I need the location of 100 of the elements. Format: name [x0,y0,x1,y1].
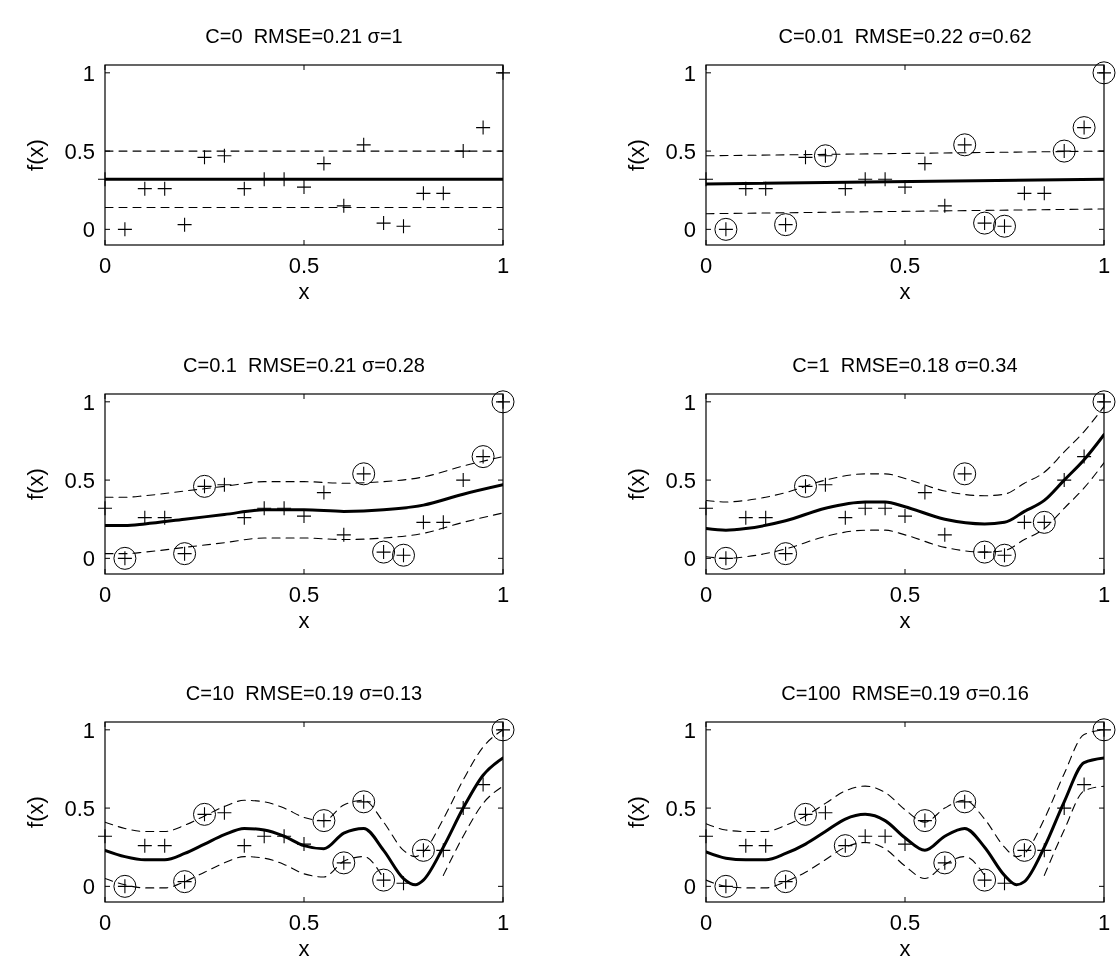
x-tick-label: 1 [496,582,510,607]
chart-title: C=0.01 RMSE=0.22 σ=0.62 [778,25,1032,47]
point [877,828,893,844]
point [917,156,933,172]
point [216,805,232,821]
chart-title: C=0 RMSE=0.21 σ=1 [205,25,403,47]
point [276,828,292,844]
x-axis-title: x [298,279,310,304]
x-tick-label: 1 [1097,910,1111,935]
x-tick-label: 1 [1097,582,1111,607]
point [937,527,953,543]
point [996,875,1013,891]
x-tick-label: 0.5 [288,582,320,607]
y-tick-label: 1 [82,389,95,415]
x-axis-title: x [298,936,310,961]
y-tick-label: 0 [82,546,95,572]
point [435,185,451,201]
y-tick-label: 0 [683,217,696,243]
point [758,838,774,854]
point [1076,777,1092,793]
point [415,185,431,201]
point [1016,514,1032,530]
y-tick-label: 1 [683,389,696,415]
point [435,514,451,530]
x-tick-label: 1 [496,253,510,278]
y-axis-title: f(x) [624,139,649,171]
y-tick-label: 0 [683,546,696,572]
point [196,149,213,165]
point [157,838,173,854]
y-axis-title: f(x) [23,796,48,828]
point [137,181,153,197]
point [1036,185,1052,201]
y-tick-label: 1 [82,60,95,86]
point [415,514,431,530]
point [137,838,153,854]
point [296,179,312,195]
point [817,477,833,493]
point [738,838,754,854]
point [937,198,953,214]
y-tick-label: 0 [82,874,95,900]
point [897,508,913,524]
point [117,221,133,237]
point [1056,472,1072,488]
point [435,842,451,858]
chart-title: C=0.1 RMSE=0.21 σ=0.28 [183,354,425,376]
point [216,477,232,493]
point [1016,185,1032,201]
point [236,181,252,197]
x-tick-label: 0 [98,253,112,278]
point [1076,449,1092,465]
x-tick-label: 1 [496,910,510,935]
point [857,828,873,844]
x-axis-title: x [298,608,310,633]
point [917,485,933,501]
x-tick-label: 0 [98,582,112,607]
y-axis-title: f(x) [624,468,649,500]
point [216,148,232,164]
point [455,800,471,816]
x-tick-label: 0.5 [889,253,921,278]
y-axis-title: f(x) [23,139,48,171]
y-tick-label: 0.5 [665,795,696,821]
x-tick-label: 0 [699,582,713,607]
x-tick-label: 0.5 [288,253,320,278]
point [336,198,352,214]
point [758,510,774,526]
y-tick-label: 0 [82,217,95,243]
point [157,181,173,197]
y-axis-title: f(x) [624,796,649,828]
point [738,510,754,526]
chart-title: C=100 RMSE=0.19 σ=0.16 [781,682,1029,704]
point [455,472,471,488]
x-tick-label: 0.5 [288,910,320,935]
point [177,217,193,233]
point [316,485,332,501]
y-tick-label: 1 [82,717,95,743]
y-tick-label: 1 [683,60,696,86]
point [475,120,491,136]
chart-title: C=1 RMSE=0.18 σ=0.34 [792,354,1018,376]
x-tick-label: 0 [699,253,713,278]
y-axis-title: f(x) [23,468,48,500]
point [857,171,873,187]
x-axis-title: x [899,608,911,633]
y-tick-label: 0.5 [665,467,696,493]
y-tick-label: 0.5 [64,138,95,164]
x-tick-label: 0.5 [889,582,921,607]
point [837,510,853,526]
point [336,527,352,543]
x-axis-title: x [899,279,911,304]
y-tick-label: 1 [683,717,696,743]
point [817,805,833,821]
point [837,181,853,197]
chart-title: C=10 RMSE=0.19 σ=0.13 [185,682,423,704]
point [395,218,412,234]
point [376,215,392,231]
point [877,171,893,187]
point [797,149,814,165]
point [356,137,372,153]
y-tick-label: 0.5 [64,795,95,821]
x-tick-label: 0 [699,910,713,935]
point [157,510,173,526]
